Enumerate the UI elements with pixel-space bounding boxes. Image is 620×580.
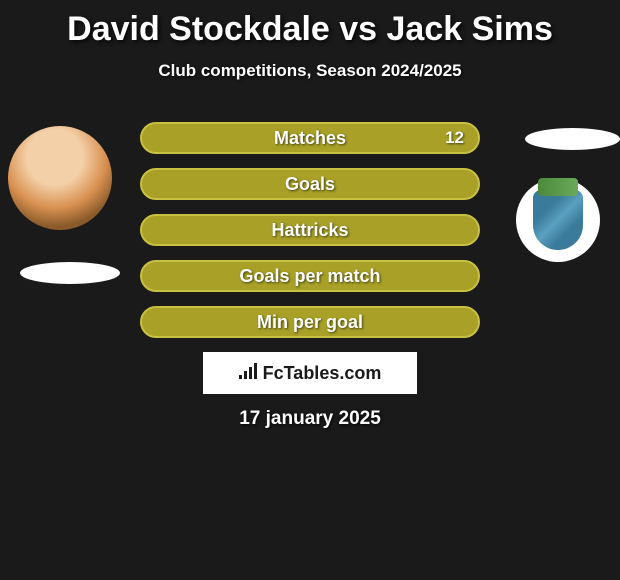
player1-team-oval [20,262,120,284]
chart-icon [239,363,259,384]
subtitle: Club competitions, Season 2024/2025 [0,61,620,81]
logo-text: FcTables.com [263,363,382,384]
stat-label: Goals [285,174,335,195]
stat-bar-goals-per-match: Goals per match [140,260,480,292]
stats-container: Matches 12 Goals Hattricks Goals per mat… [140,122,480,352]
stat-bar-matches: Matches 12 [140,122,480,154]
stat-label: Hattricks [271,220,348,241]
stat-label: Goals per match [239,266,380,287]
stat-label: Min per goal [257,312,363,333]
player1-avatar [8,126,112,230]
page-title: David Stockdale vs Jack Sims [0,0,620,49]
stat-bar-hattricks: Hattricks [140,214,480,246]
stat-value-right: 12 [445,128,464,148]
stat-bar-min-per-goal: Min per goal [140,306,480,338]
stat-label: Matches [274,128,346,149]
player2-club-badge [516,178,600,262]
player2-team-oval [525,128,620,150]
stat-bar-goals: Goals [140,168,480,200]
date-text: 17 january 2025 [0,408,620,430]
fctables-logo: FcTables.com [203,352,417,394]
